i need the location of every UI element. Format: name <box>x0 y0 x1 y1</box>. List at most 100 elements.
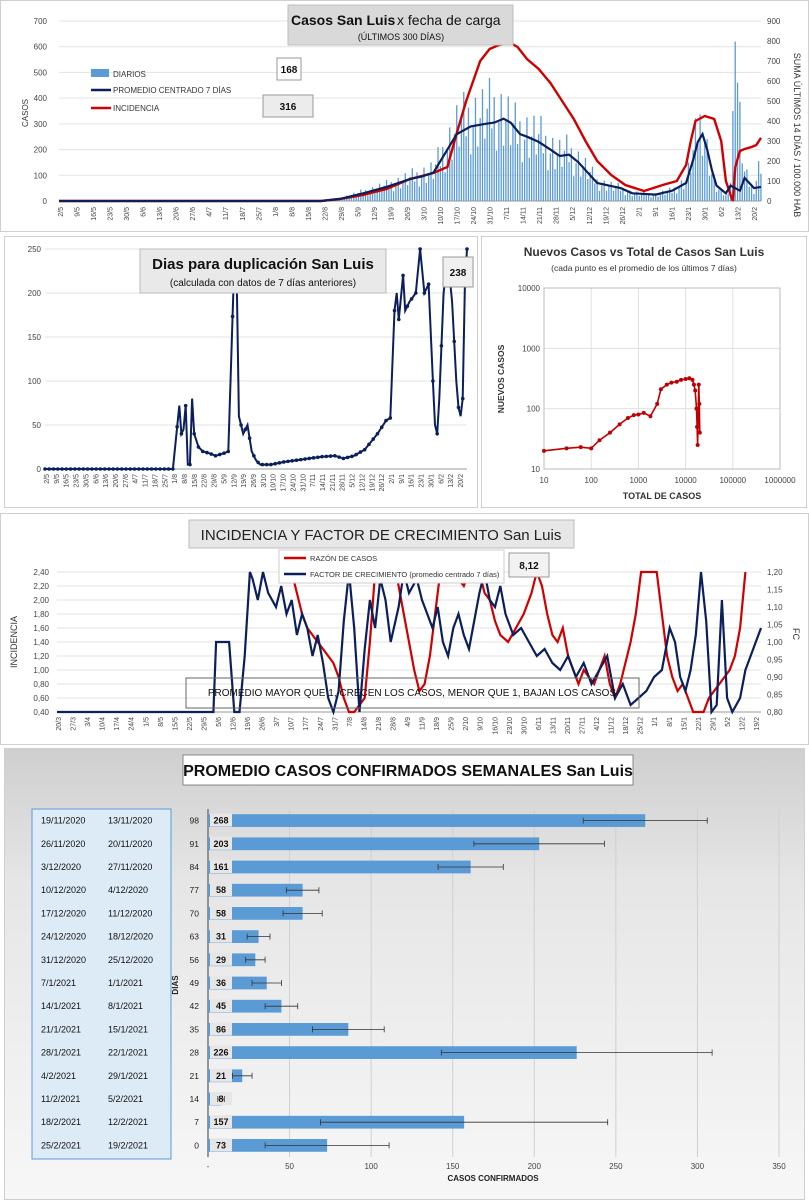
casos-ytick: 200 <box>34 146 48 155</box>
diarios-bar <box>425 182 427 201</box>
scatter-point <box>691 382 696 387</box>
semanales-value-label: 226 <box>213 1048 228 1058</box>
casos-ytick-right: 500 <box>767 97 781 106</box>
duplicacion-point <box>320 454 324 459</box>
semanales-day-label: 0 <box>194 1140 199 1150</box>
scatter-xtick: 1000 <box>630 476 648 485</box>
duplicacion-xtick: 16/1 <box>409 474 416 488</box>
diarios-bar <box>493 97 495 201</box>
nuevos-vs-total-chart-panel: Nuevos Casos vs Total de Casos San Luis … <box>481 236 807 508</box>
duplicacion-xtick: 13/2 <box>448 474 455 488</box>
legend-fc-label: FACTOR DE CRECIMIENTO (promedio centrado… <box>310 570 500 579</box>
fc-xtick: 8/1 <box>667 717 674 727</box>
semanales-day-label: 21 <box>190 1071 200 1081</box>
date-pair-start: 22/1/2021 <box>108 1048 148 1058</box>
fc-xtick: 14/8 <box>361 717 368 731</box>
diarios-bar <box>491 128 493 201</box>
diarios-bar <box>608 186 610 201</box>
casos-xtick: 23/5 <box>108 207 115 221</box>
casos-ylabel-right: SUMA ÚLTIMOS 14 DÍAS / 100.000 HAB <box>792 53 802 217</box>
semanales-value-label: 161 <box>213 862 228 872</box>
duplicacion-point <box>435 432 439 436</box>
duplicacion-xtick: 4/7 <box>133 474 140 484</box>
diarios-bar <box>521 162 523 201</box>
duplicacion-point <box>94 467 98 471</box>
duplicacion-point <box>337 455 341 459</box>
semanales-xtick: 350 <box>772 1162 786 1171</box>
fc-xtick: 20/3 <box>56 717 63 731</box>
casos-xtick: 24/10 <box>471 207 478 225</box>
duplicacion-xtick: 12/12 <box>359 474 366 492</box>
casos-value-1: 168 <box>281 65 298 76</box>
duplicacion-point <box>269 462 273 467</box>
fc-ytick-right: 0,95 <box>767 656 783 665</box>
diarios-bar <box>409 176 411 201</box>
semanales-value-box <box>210 999 232 1013</box>
semanales-day-label: 49 <box>190 978 200 988</box>
scatter-point <box>697 430 702 435</box>
diarios-bar <box>505 120 507 201</box>
duplicacion-xtick: 6/6 <box>93 474 100 484</box>
diarios-bar <box>584 157 587 201</box>
casos-xtick: 1/8 <box>273 207 280 217</box>
scatter-xtick: 1000000 <box>764 476 796 485</box>
duplicacion-point <box>422 291 427 295</box>
diarios-bar <box>626 192 629 201</box>
diarios-bar <box>519 121 521 201</box>
semanales-day-label: 56 <box>190 955 200 965</box>
diarios-bar <box>549 153 551 201</box>
casos-xtick: 29/8 <box>339 207 346 221</box>
duplicacion-point <box>102 467 107 471</box>
diarios-bar <box>687 162 690 201</box>
casos-ytick-right: 900 <box>767 17 781 26</box>
casos-xtick: 18/7 <box>240 207 247 221</box>
scatter-point <box>625 416 630 421</box>
date-pair-start: 13/11/2020 <box>108 816 152 826</box>
diarios-bar <box>465 136 467 201</box>
diarios-bar <box>411 168 413 201</box>
semanales-value-label: 73 <box>216 1140 226 1150</box>
date-pair-end: 26/11/2020 <box>41 839 85 849</box>
fc-xtick: 10/4 <box>100 717 107 731</box>
semanales-value-box <box>210 1115 232 1129</box>
duplicacion-xtick: 10/10 <box>271 474 278 492</box>
casos-xtick: 15/8 <box>306 207 313 221</box>
duplicacion-point <box>230 314 235 319</box>
fc-ytick-right: 1,00 <box>767 638 783 647</box>
diarios-bar <box>711 173 713 201</box>
casos-xtick: 11/7 <box>223 207 230 220</box>
duplicacion-point <box>316 455 320 460</box>
scatter-point <box>542 448 546 453</box>
duplicacion-point <box>286 459 290 464</box>
semanales-value-label: 31 <box>216 932 226 942</box>
fc-ytick: 2,20 <box>33 582 49 591</box>
diarios-bar <box>435 164 437 201</box>
diarios-bar <box>725 195 727 201</box>
diarios-bar <box>671 192 673 201</box>
casos-ytick-right: 600 <box>767 77 781 86</box>
duplicacion-point <box>465 247 469 251</box>
duplicacion-point <box>145 467 150 471</box>
diarios-bar <box>697 143 699 201</box>
diarios-bar <box>374 193 376 201</box>
fc-ytick: 2,00 <box>33 596 49 605</box>
diarios-bar <box>643 191 645 201</box>
duplicacion-point <box>418 247 422 251</box>
diarios-bar <box>612 190 615 201</box>
duplicacion-point <box>51 467 56 471</box>
fc-xtick: 5/2 <box>725 717 732 727</box>
diarios-bar <box>566 134 568 201</box>
semanales-day-label: 14 <box>190 1094 200 1104</box>
semanales-bar <box>208 1046 577 1059</box>
duplicacion-point <box>405 304 410 308</box>
casos-xtick: 6/2 <box>719 207 726 217</box>
duplicacion-xtick: 3/10 <box>261 474 268 488</box>
fc-xtick: 15/5 <box>172 717 179 731</box>
diarios-bar <box>376 188 378 201</box>
duplicacion-point <box>354 452 358 457</box>
fc-ytick: 0,40 <box>33 708 49 717</box>
fc-xtick: 20/11 <box>565 717 572 734</box>
semanales-xtick: 150 <box>446 1162 460 1171</box>
duplicacion-value-box <box>442 256 474 288</box>
casos-xtick: 8/8 <box>289 207 296 217</box>
